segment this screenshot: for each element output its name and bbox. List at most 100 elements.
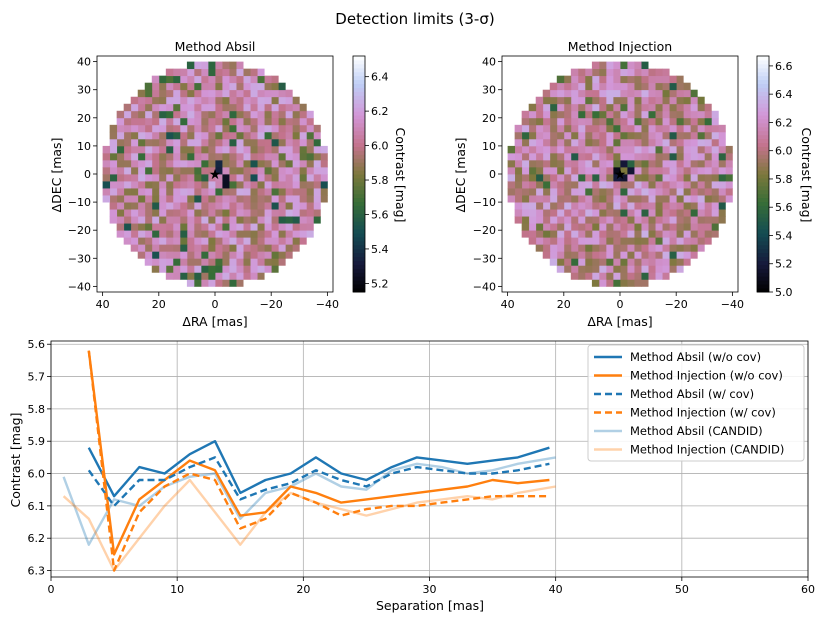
heatmap-cell <box>264 103 272 112</box>
heatmap-cell <box>620 244 628 252</box>
heatmap-cell <box>285 237 293 245</box>
heatmap-cell <box>179 68 188 77</box>
heatmap-cell <box>222 68 230 77</box>
heatmap-cell <box>598 209 607 217</box>
y-tick-label: −10 <box>473 196 496 209</box>
heatmap-cell <box>243 96 251 105</box>
heatmap-cell <box>292 237 300 245</box>
heatmap-cell <box>215 131 223 140</box>
heatmap-cell <box>549 237 558 245</box>
heatmap-cell <box>641 181 649 189</box>
heatmap-cell <box>683 131 691 140</box>
heatmap-cell <box>612 258 621 266</box>
heatmap-cell <box>697 103 705 112</box>
heatmap-cell <box>655 138 663 147</box>
heatmap-cell <box>271 152 279 161</box>
heatmap-cell <box>193 131 202 140</box>
heatmap-cell <box>229 61 237 70</box>
heatmap-cell <box>598 195 607 203</box>
heatmap-cell <box>598 61 607 70</box>
heatmap-cell <box>285 117 293 126</box>
heatmap-cell <box>605 272 614 280</box>
heatmap-cell <box>229 258 237 266</box>
heatmap-cell <box>620 96 628 105</box>
heatmap-cell <box>207 152 216 161</box>
heatmap-cell <box>151 117 160 126</box>
heatmap-cell <box>144 251 153 259</box>
heatmap-cell <box>634 251 642 259</box>
heatmap-cell <box>222 195 230 203</box>
colorbar-segment <box>757 240 769 246</box>
heatmap-cell <box>299 188 307 196</box>
heatmap-cell <box>313 138 321 147</box>
heatmap-cell <box>257 244 265 252</box>
heatmap-cell <box>612 159 621 168</box>
heatmap-cell <box>130 103 139 112</box>
x-tick-label: 20 <box>152 298 166 311</box>
heatmap-cell <box>634 96 642 105</box>
heatmap-injection-colorbar: 5.05.25.45.65.86.06.26.46.6 <box>756 55 793 299</box>
heatmap-cell <box>591 124 600 133</box>
heatmap-cell <box>207 145 216 154</box>
heatmap-cell <box>655 202 663 210</box>
heatmap-cell <box>207 75 216 84</box>
heatmap-cell <box>271 230 279 238</box>
heatmap-cell <box>144 138 153 147</box>
heatmap-cell <box>711 209 719 217</box>
heatmap-cell <box>193 68 202 77</box>
heatmap-cell <box>535 166 544 175</box>
heatmap-cell <box>648 258 656 266</box>
heatmap-cell <box>137 96 146 105</box>
heatmap-cell <box>676 202 684 210</box>
heatmap-cell <box>313 145 321 154</box>
heatmap-cell <box>137 237 146 245</box>
heatmap-cell <box>521 166 530 175</box>
heatmap-cell <box>215 110 223 119</box>
heatmap-cell <box>542 244 551 252</box>
heatmap-cell <box>229 103 237 112</box>
heatmap-cell <box>236 82 244 91</box>
heatmap-cell <box>151 124 160 133</box>
heatmap-cell <box>711 117 719 126</box>
heatmap-cell <box>130 181 139 189</box>
heatmap-cell <box>620 230 628 238</box>
heatmap-cell <box>676 124 684 133</box>
heatmap-cell <box>257 145 265 154</box>
heatmap-cell <box>612 279 621 287</box>
heatmap-cell <box>292 96 300 105</box>
heatmap-cell <box>165 82 174 91</box>
heatmap-cell <box>250 159 258 168</box>
heatmap-cell <box>591 279 600 287</box>
heatmap-cell <box>521 202 530 210</box>
heatmap-cell <box>285 159 293 168</box>
heatmap-cell <box>697 216 705 224</box>
heatmap-cell <box>102 188 111 196</box>
heatmap-cell <box>620 209 628 217</box>
heatmap-cell <box>683 82 691 91</box>
heatmap-cell <box>236 244 244 252</box>
heatmap-cell <box>236 152 244 161</box>
heatmap-cell <box>655 174 663 182</box>
heatmap-cell <box>193 188 202 196</box>
heatmap-cell <box>144 223 153 231</box>
heatmap-cell <box>521 131 530 140</box>
colorbar-segment <box>353 122 365 128</box>
colorbar-segment <box>353 118 365 124</box>
heatmap-cell <box>193 230 202 238</box>
heatmap-cell <box>229 216 237 224</box>
heatmap-cell <box>109 166 118 175</box>
heatmap-cell <box>313 174 321 182</box>
heatmap-cell <box>605 265 614 273</box>
heatmap-absil-colorbar-label: Contrast [mag] <box>393 128 408 223</box>
heatmap-cell <box>278 110 286 119</box>
heatmap-cell <box>151 195 160 203</box>
heatmap-cell <box>669 159 677 168</box>
heatmap-cell <box>137 244 146 252</box>
heatmap-cell <box>207 195 216 203</box>
heatmap-cell <box>655 159 663 168</box>
heatmap-cell <box>285 216 293 224</box>
colorbar-segment <box>353 67 365 73</box>
heatmap-cell <box>507 152 516 161</box>
colorbar-segment <box>757 115 769 120</box>
heatmap-cell <box>236 181 244 189</box>
